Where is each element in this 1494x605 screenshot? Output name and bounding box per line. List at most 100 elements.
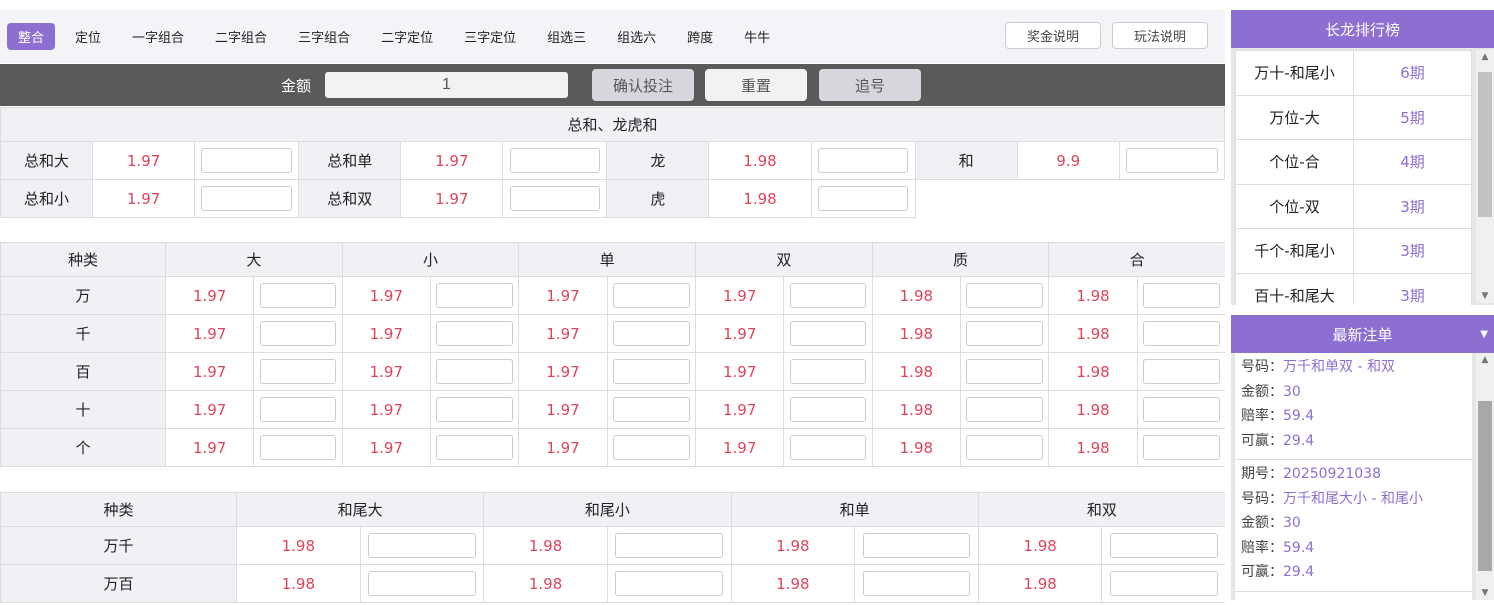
tab-5[interactable]: 二字定位 (381, 31, 434, 46)
dropdown-arrow-icon[interactable]: ▼ (1480, 328, 1488, 340)
bet-input[interactable] (966, 435, 1044, 460)
bet-input-cell (359, 526, 485, 565)
ranking-count: 4期 (1353, 139, 1472, 185)
bet-input[interactable] (259, 321, 337, 346)
tab-4[interactable]: 三字组合 (298, 31, 351, 46)
table-row: 十 1.97 1.97 1.97 1.97 1.98 1.98 (0, 390, 1225, 429)
bet-input[interactable] (615, 571, 724, 596)
bet-input-cell (253, 428, 343, 467)
odds-value: 1.98 (1048, 428, 1138, 467)
odds-value: 1.97 (341, 390, 432, 429)
bet-input[interactable] (817, 186, 909, 211)
entry-value: 59.4 (1283, 539, 1315, 556)
column-header: 和双 (977, 492, 1225, 527)
bet-input[interactable] (367, 533, 476, 558)
odds-value: 1.97 (518, 390, 608, 429)
bet-input[interactable] (259, 283, 337, 308)
tab-10[interactable]: 牛牛 (744, 31, 771, 46)
bet-input[interactable] (201, 186, 293, 211)
chase-button[interactable]: 追号 (819, 69, 921, 101)
odds-value: 1.97 (518, 352, 608, 391)
bet-input[interactable] (436, 397, 514, 422)
bet-input[interactable] (612, 359, 690, 384)
bet-input-cell (783, 352, 873, 391)
bet-input[interactable] (436, 359, 514, 384)
bet-input[interactable] (789, 397, 867, 422)
bet-label: 总和大 (0, 141, 94, 180)
bet-input[interactable] (259, 435, 337, 460)
column-header: 种类 (0, 242, 166, 277)
bet-input[interactable] (509, 186, 601, 211)
bet-input[interactable] (789, 283, 867, 308)
bet-input[interactable] (862, 571, 971, 596)
bet-input-cell (1136, 428, 1225, 467)
bet-input[interactable] (201, 148, 293, 173)
bet-input[interactable] (789, 359, 867, 384)
bet-input[interactable] (436, 435, 514, 460)
column-header: 双 (695, 242, 873, 277)
tab-7[interactable]: 组选三 (547, 31, 587, 46)
bet-input[interactable] (1142, 359, 1220, 384)
tab-2[interactable]: 一字组合 (132, 31, 185, 46)
bet-input[interactable] (966, 397, 1044, 422)
tab-6[interactable]: 三字定位 (464, 31, 517, 46)
side-panel: 长龙排行榜 万十-和尾小 6期 万位-大 5期 个位-合 4期 个位-双 3期 千个-和尾小 3期… (1231, 10, 1494, 600)
row-label: 十 (0, 390, 166, 429)
odds-value: 1.98 (1048, 390, 1138, 429)
tab-1[interactable]: 定位 (75, 31, 102, 46)
bet-input[interactable] (1109, 571, 1218, 596)
odds-value: 1.97 (518, 428, 608, 467)
prize-info-button[interactable]: 奖金说明 (1005, 22, 1101, 49)
bet-input[interactable] (1142, 283, 1220, 308)
bet-input[interactable] (966, 359, 1044, 384)
amount-input[interactable] (325, 72, 568, 98)
latest-bets-header[interactable]: 最新注单 ▼ (1231, 315, 1494, 353)
bet-input[interactable] (259, 359, 337, 384)
bet-input[interactable] (862, 533, 971, 558)
bet-input[interactable] (966, 321, 1044, 346)
odds-value: 1.97 (341, 276, 432, 315)
bet-input-cell (1136, 390, 1225, 429)
odds-value: 1.98 (977, 526, 1103, 565)
bet-input[interactable] (612, 321, 690, 346)
play-type-nav: 整合 定位 一字组合 二字组合 三字组合 二字定位 三字定位 组选三 组选六 跨度 牛牛 奖金说明 玩… (0, 10, 1225, 63)
odds-value: 1.98 (730, 526, 856, 565)
bet-input[interactable] (1142, 435, 1220, 460)
row-label: 百 (0, 352, 166, 391)
bet-input[interactable] (1125, 148, 1218, 173)
bet-input[interactable] (259, 397, 337, 422)
bet-input[interactable] (817, 148, 909, 173)
bet-input[interactable] (367, 571, 476, 596)
bet-input[interactable] (615, 533, 724, 558)
ranking-scrollbar[interactable]: ▲ ▼ (1476, 50, 1494, 303)
rules-button[interactable]: 玩法说明 (1112, 22, 1208, 49)
bet-input[interactable] (436, 321, 514, 346)
tab-8[interactable]: 组选六 (617, 31, 657, 46)
latest-scrollbar[interactable]: ▲ ▼ (1476, 353, 1494, 600)
bet-input[interactable] (612, 435, 690, 460)
bet-input[interactable] (612, 397, 690, 422)
bet-input[interactable] (789, 321, 867, 346)
bet-input[interactable] (1142, 397, 1220, 422)
bet-input[interactable] (789, 435, 867, 460)
bet-input[interactable] (509, 148, 601, 173)
confirm-bet-button[interactable]: 确认投注 (592, 69, 694, 101)
bet-input[interactable] (1142, 321, 1220, 346)
bet-input-cell (253, 314, 343, 353)
bet-input[interactable] (966, 283, 1044, 308)
reset-button[interactable]: 重置 (705, 69, 807, 101)
ranking-count: 3期 (1353, 183, 1472, 229)
bet-input[interactable] (436, 283, 514, 308)
bet-input[interactable] (1109, 533, 1218, 558)
column-header: 单 (518, 242, 697, 277)
odds-value: 1.98 (871, 276, 962, 315)
bet-label: 和 (914, 141, 1018, 180)
bet-bar: 金额 确认投注 重置 追号 (0, 64, 1225, 106)
entry-value: 29.4 (1283, 432, 1315, 449)
bet-input[interactable] (612, 283, 690, 308)
bet-entry: 号码：万千和单双 - 和双 金额：30 赔率：59.4 可赢：29.4 (1235, 353, 1472, 460)
tab-3[interactable]: 二字组合 (215, 31, 268, 46)
tab-0[interactable]: 整合 (7, 23, 56, 50)
tab-9[interactable]: 跨度 (687, 31, 714, 46)
odds-value: 1.98 (1048, 276, 1138, 315)
